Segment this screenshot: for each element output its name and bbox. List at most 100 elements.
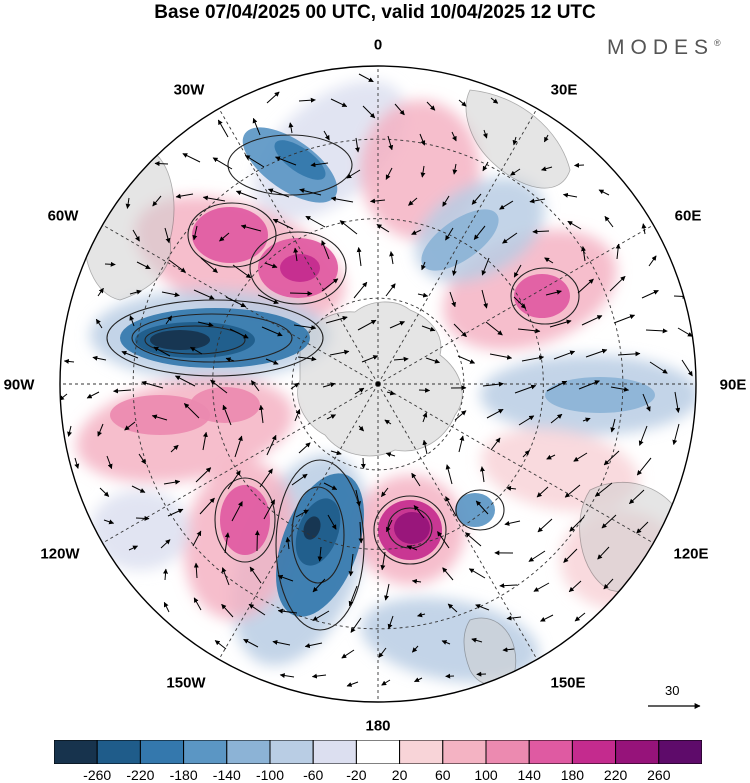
wind-vector (541, 166, 553, 172)
wind-vector (341, 649, 355, 659)
wind-vector (437, 531, 450, 549)
wind-vector (346, 169, 361, 179)
wind-vector (295, 509, 309, 518)
wind-vector (553, 350, 576, 360)
wind-vector (394, 103, 405, 116)
contour-line (291, 486, 345, 584)
wind-vector (346, 681, 359, 687)
wind-vector (265, 358, 279, 365)
wind-vector (673, 293, 688, 299)
colorbar-tick-label: -20 (346, 767, 367, 783)
wind-vector (385, 167, 393, 180)
wind-vector (197, 321, 214, 328)
wind-vector (212, 157, 233, 170)
wind-vector (285, 536, 291, 550)
anomaly-center (455, 493, 495, 527)
wind-vector (411, 229, 422, 235)
wind-vector (192, 530, 202, 547)
wind-vector (451, 131, 457, 142)
wind-vector (594, 482, 613, 497)
wind-vector (421, 261, 426, 271)
wind-vector (298, 97, 316, 103)
wind-vector (322, 382, 336, 388)
wind-vector (152, 195, 162, 207)
wind-vector (642, 393, 651, 412)
wind-vector (543, 134, 549, 143)
wind-vector (244, 154, 265, 168)
wind-vector (250, 380, 260, 392)
meridian-line (218, 108, 379, 385)
wind-vector (249, 566, 262, 584)
wind-vector (513, 296, 527, 309)
wind-vector (135, 515, 150, 521)
anomaly-center (220, 485, 270, 555)
wind-vector (499, 200, 514, 210)
meridian-line (377, 383, 654, 544)
wind-vector (574, 162, 585, 168)
wind-vector (192, 225, 198, 241)
wind-vector (473, 225, 486, 240)
wind-vector (471, 193, 482, 205)
wind-vector (193, 289, 215, 300)
meridian-line (377, 224, 654, 385)
wind-vector (164, 227, 171, 244)
wind-vector (441, 640, 451, 645)
wind-vector (350, 617, 362, 633)
wind-vector (317, 546, 323, 562)
wind-vector (562, 192, 578, 198)
wind-vector (544, 257, 554, 264)
wind-vector (504, 520, 521, 526)
wind-vector (99, 487, 110, 497)
wind-vector (266, 434, 277, 456)
wind-vector (202, 431, 208, 451)
wind-vector (389, 321, 405, 329)
colorbar-tick-label: -260 (83, 767, 112, 783)
colorbar-tick-label: -60 (303, 767, 324, 783)
wind-vector (353, 281, 368, 299)
wind-vector (471, 637, 483, 643)
wind-vector (229, 328, 249, 339)
wind-vector (582, 417, 591, 423)
lon-label-150w: 150W (166, 674, 206, 692)
anomaly-center (545, 377, 655, 413)
wind-vector (421, 325, 436, 332)
wind-vector (376, 224, 390, 233)
wind-vector (323, 482, 338, 491)
wind-vector (131, 485, 146, 493)
wind-vectors (60, 73, 693, 687)
wind-vector (128, 545, 139, 551)
contour-line (131, 313, 293, 363)
wind-vector (161, 291, 180, 298)
wind-vector (585, 348, 608, 358)
colorbar-tick-label: 220 (603, 767, 628, 783)
anomaly-center (514, 274, 570, 318)
wind-vector (361, 355, 379, 363)
registered-mark: ® (714, 38, 721, 48)
wind-vector (258, 404, 264, 424)
wind-vector (257, 294, 279, 304)
wind-vector (360, 457, 366, 469)
colorbar-tick-label: -100 (255, 767, 285, 783)
wind-vector (545, 289, 562, 296)
wind-vector (95, 318, 103, 329)
wind-vector (422, 412, 428, 423)
wind-vector (222, 404, 232, 426)
wind-vector (235, 190, 258, 200)
wind-vector (330, 98, 348, 108)
wind-vector (406, 545, 418, 551)
wind-vector (636, 521, 649, 534)
wind-vector (67, 425, 72, 437)
wind-vector (609, 275, 626, 292)
colorbar (54, 740, 702, 764)
wind-vector (597, 546, 610, 560)
colorbar-tick-label: 180 (560, 767, 585, 783)
wind-vector (581, 246, 586, 262)
wind-vector (243, 638, 259, 648)
lon-label-150e: 150E (550, 674, 586, 692)
lon-label-60w: 60W (47, 207, 79, 225)
lon-label-90w: 90W (3, 376, 35, 394)
wind-vector (240, 224, 262, 232)
wind-vector (449, 291, 456, 308)
wind-vector (358, 425, 364, 432)
wind-vector (528, 550, 546, 562)
